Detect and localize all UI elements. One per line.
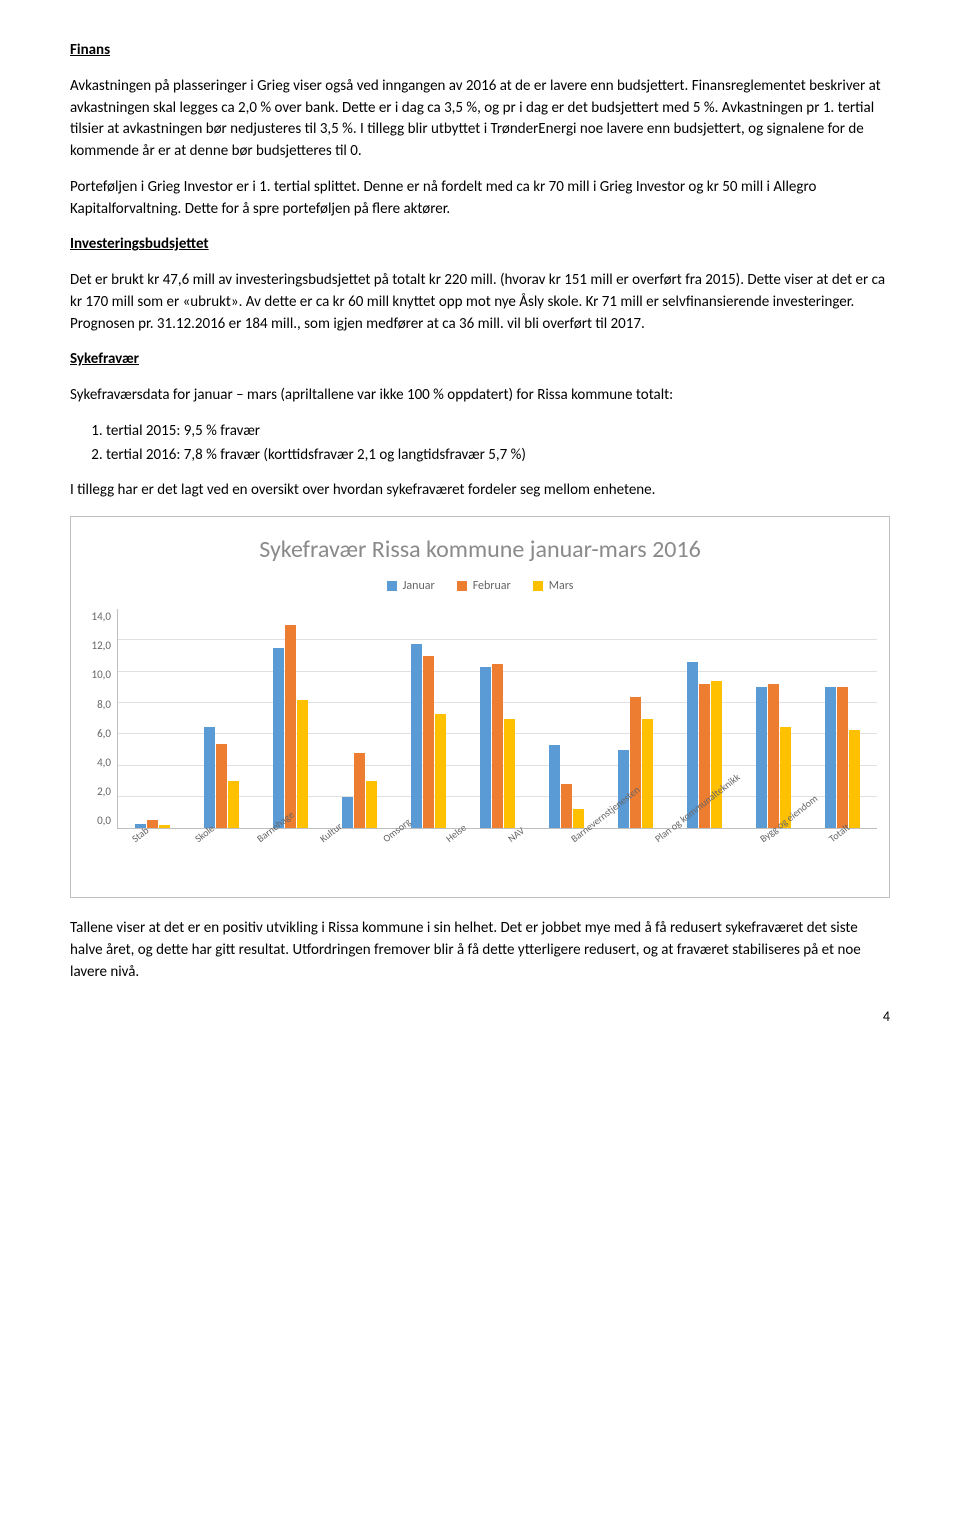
list-item: tertial 2015: 9,5 % fravær — [106, 421, 890, 443]
bar-group — [394, 609, 463, 828]
legend-label: Mars — [549, 578, 574, 595]
bar — [756, 687, 767, 828]
bar-group — [463, 609, 532, 828]
section-heading-invest: Investeringsbudsjettet — [70, 234, 890, 256]
y-tick-label: 6,0 — [97, 726, 111, 742]
finans-para-2: Porteføljen i Grieg Investor er i 1. ter… — [70, 177, 890, 221]
y-tick-label: 8,0 — [97, 697, 111, 713]
chart-area: 14,0 12,0 10,0 8,0 6,0 4,0 2,0 0,0 — [83, 609, 877, 829]
syke-list: tertial 2015: 9,5 % fravær tertial 2016:… — [94, 421, 890, 467]
legend-swatch-icon — [457, 581, 467, 591]
y-tick-label: 14,0 — [92, 609, 111, 625]
legend-item: Februar — [457, 578, 511, 595]
bar-group — [532, 609, 601, 828]
closing-para: Tallene viser at det er en positiv utvik… — [70, 918, 890, 983]
plot-area — [117, 609, 877, 829]
chart-title: Sykefravær Rissa kommune januar-mars 201… — [83, 533, 877, 568]
bar — [492, 664, 503, 828]
bar-group — [739, 609, 808, 828]
list-item: tertial 2016: 7,8 % fravær (korttidsfrav… — [106, 445, 890, 467]
bar-group — [325, 609, 394, 828]
bar-group — [808, 609, 877, 828]
page-number: 4 — [70, 1007, 890, 1027]
bar-group — [118, 609, 187, 828]
y-tick-label: 10,0 — [92, 667, 111, 683]
sykefravaer-chart: Sykefravær Rissa kommune januar-mars 201… — [70, 516, 890, 898]
legend-item: Januar — [387, 578, 435, 595]
legend-swatch-icon — [387, 581, 397, 591]
y-tick-label: 0,0 — [97, 813, 111, 829]
chart-legend: Januar Februar Mars — [83, 578, 877, 595]
bar — [825, 687, 836, 828]
syke-para-1: Sykefraværsdata for januar – mars (april… — [70, 385, 890, 407]
y-tick-label: 4,0 — [97, 755, 111, 771]
bar — [768, 684, 779, 828]
bar-group — [187, 609, 256, 828]
legend-label: Januar — [403, 578, 435, 595]
section-heading-syke: Sykefravær — [70, 349, 890, 371]
syke-para-2: I tillegg har er det lagt ved en oversik… — [70, 480, 890, 502]
x-axis: StabSkoleBarnehageKulturOmsorgHelseNAVBa… — [117, 829, 877, 889]
section-heading-finans: Finans — [70, 40, 890, 62]
y-tick-label: 2,0 — [97, 784, 111, 800]
bar — [273, 648, 284, 828]
bar — [435, 714, 446, 828]
bar — [837, 687, 848, 828]
finans-para-1: Avkastningen på plasseringer i Grieg vis… — [70, 76, 890, 163]
bar — [504, 719, 515, 829]
invest-para-1: Det er brukt kr 47,6 mill av investering… — [70, 270, 890, 335]
y-tick-label: 12,0 — [92, 638, 111, 654]
legend-item: Mars — [533, 578, 574, 595]
bar-group — [256, 609, 325, 828]
legend-label: Februar — [473, 578, 511, 595]
legend-swatch-icon — [533, 581, 543, 591]
y-axis: 14,0 12,0 10,0 8,0 6,0 4,0 2,0 0,0 — [83, 609, 117, 829]
